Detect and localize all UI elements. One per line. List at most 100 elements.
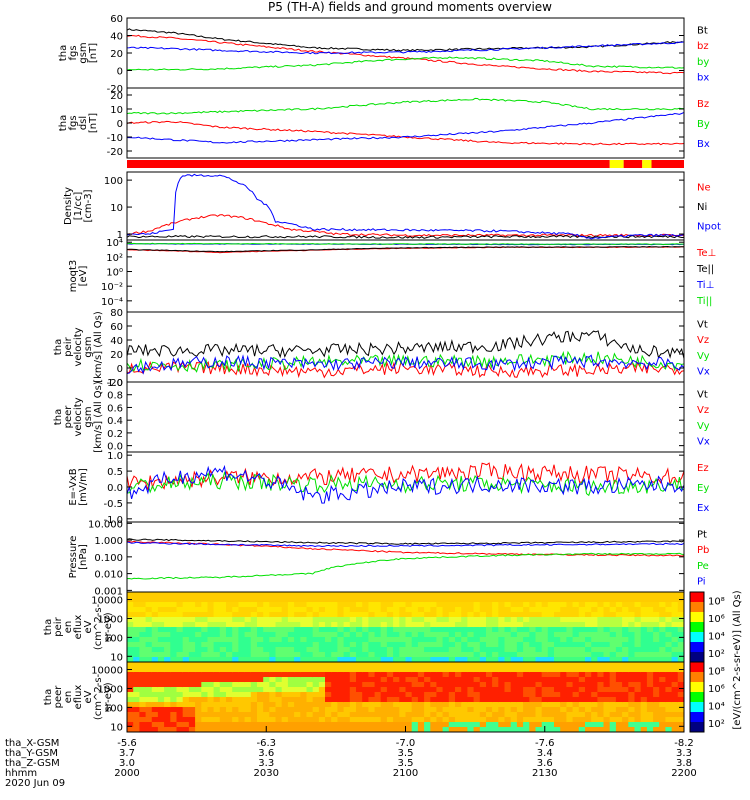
spectrogram-cell	[554, 727, 561, 733]
spectrogram-cell	[349, 622, 357, 628]
spectrogram-cell	[176, 652, 184, 658]
spectrogram-cell	[219, 722, 227, 728]
spectrogram-cell	[269, 622, 276, 628]
spectrogram-cell	[145, 692, 153, 698]
spectrogram-cell	[213, 712, 221, 718]
spectrogram-cell	[250, 667, 258, 673]
spectrogram-cell	[486, 627, 493, 633]
spectrogram-cell	[269, 657, 276, 663]
spectrogram-cell	[312, 717, 320, 723]
spectrogram-cell	[578, 592, 586, 598]
spectrogram-cell	[615, 692, 623, 698]
spectrogram-cell	[405, 667, 413, 673]
spectrogram-cell	[424, 667, 431, 673]
spectrogram-cell	[170, 647, 177, 653]
spectrogram-cell	[554, 722, 561, 728]
spectrogram-cell	[659, 602, 666, 608]
spectrogram-cell	[405, 647, 413, 653]
spectrogram-cell	[634, 707, 642, 713]
spectrogram-cell	[263, 652, 270, 658]
spectrogram-cell	[436, 677, 444, 683]
spectrogram-cell	[659, 622, 666, 628]
spectrogram-cell	[188, 707, 196, 713]
y-axis-label: Pressure [nPa]	[68, 536, 89, 579]
spectrogram-cell	[529, 692, 536, 698]
spectrogram-cell	[275, 687, 283, 693]
spectrogram-cell	[653, 662, 660, 668]
spectrogram-cell	[442, 722, 450, 728]
spectrogram-cell	[677, 627, 685, 633]
spectrogram-cell	[386, 662, 394, 668]
spectrogram-cell	[467, 592, 475, 598]
spectrogram-cell	[176, 712, 184, 718]
spectrogram-cell	[578, 667, 586, 673]
spectrogram-cell	[337, 702, 345, 708]
spectrogram-cell	[448, 717, 456, 723]
spectrogram-cell	[498, 642, 505, 648]
spectrogram-cell	[380, 627, 388, 633]
spectrogram-cell	[671, 647, 679, 653]
spectrogram-cell	[127, 692, 134, 698]
spectrogram-cell	[374, 602, 382, 608]
spectrogram-cell	[145, 632, 153, 638]
spectrogram-cell	[510, 637, 518, 643]
spectrogram-cell	[164, 727, 171, 733]
spectrogram-cell	[461, 622, 468, 628]
spectrogram-cell	[219, 677, 227, 683]
spectrogram-cell	[349, 712, 357, 718]
spectrogram-cell	[133, 692, 140, 698]
spectrogram-cell	[368, 687, 376, 693]
y-axis-label-line: [km/s] (All Qs)	[93, 381, 104, 453]
spectrogram-cell	[133, 612, 140, 618]
spectrogram-cell	[213, 687, 221, 693]
spectrogram-cell	[492, 602, 499, 608]
spectrogram-cell	[195, 687, 202, 693]
spectrogram-cell	[523, 607, 530, 613]
spectrogram-cell	[281, 597, 289, 603]
spectrogram-cell	[424, 672, 431, 678]
spectrogram-cell	[628, 702, 635, 708]
spectrogram-cell	[250, 702, 258, 708]
spectrogram-cell	[560, 627, 567, 633]
spectrogram-cell	[479, 652, 487, 658]
spectrogram-cell	[510, 667, 518, 673]
y-axis-label-line: velocity	[73, 397, 84, 436]
spectrogram-cell	[325, 697, 332, 703]
spectrogram-cell	[207, 657, 215, 663]
spectrogram-cell	[139, 687, 147, 693]
spectrogram-cell	[226, 617, 233, 623]
spectrogram-cell	[257, 632, 264, 638]
spectrogram-cell	[430, 707, 437, 713]
y-tick-label: 0	[117, 119, 123, 130]
legend-entry: Vy	[697, 421, 710, 432]
spectrogram-cell	[529, 722, 536, 728]
spectrogram-cell	[182, 622, 190, 628]
spectrogram-cell	[547, 682, 555, 688]
spectrogram-cell	[263, 717, 270, 723]
spectrogram-cell	[615, 637, 623, 643]
spectrogram-cell	[269, 667, 276, 673]
spectrogram-cell	[300, 607, 307, 613]
spectrogram-cell	[628, 632, 635, 638]
spectrogram-cell	[263, 692, 270, 698]
spectrogram-cell	[609, 662, 617, 668]
spectrogram-cell	[430, 662, 437, 668]
spectrogram-cell	[127, 722, 134, 728]
spectrogram-cell	[566, 697, 574, 703]
spectrogram-cell	[504, 652, 512, 658]
spectrogram-cell	[467, 707, 475, 713]
spectrogram-cell	[461, 642, 468, 648]
spectrogram-cell	[486, 622, 493, 628]
spectrogram-cell	[479, 627, 487, 633]
spectrogram-cell	[634, 607, 642, 613]
spectrogram-cell	[516, 597, 524, 603]
spectrogram-cell	[182, 627, 190, 633]
spectrogram-cell	[269, 602, 276, 608]
spectrogram-cell	[263, 632, 270, 638]
spectrogram-cell	[411, 712, 419, 718]
spectrogram-cell	[572, 632, 580, 638]
y-tick-label: 100	[104, 633, 123, 644]
spectrogram-cell	[250, 637, 258, 643]
spectrogram-cell	[591, 692, 598, 698]
spectrogram-cell	[399, 607, 406, 613]
